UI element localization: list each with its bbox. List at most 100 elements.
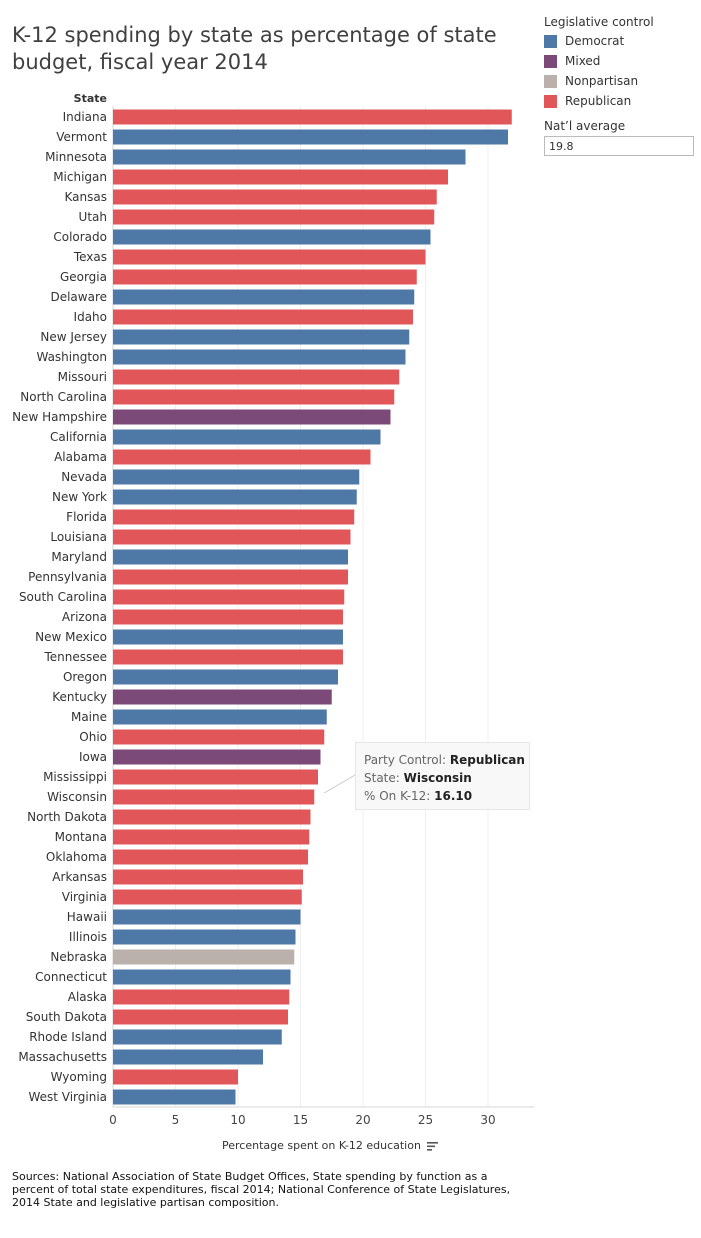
bar[interactable] [113,469,360,485]
bar[interactable] [113,989,290,1005]
bar[interactable] [113,349,406,365]
bar[interactable] [113,549,348,565]
bar[interactable] [113,889,302,905]
bar[interactable] [113,429,381,445]
tooltip-pct-key: % On K-12: [364,789,431,803]
bar[interactable] [113,129,508,145]
bar[interactable] [113,309,413,325]
state-label: Missouri [58,370,107,384]
bar[interactable] [113,809,311,825]
bar[interactable] [113,1049,263,1065]
bar[interactable] [113,629,343,645]
bar[interactable] [113,109,512,125]
state-label: North Carolina [20,390,107,404]
state-label: Iowa [79,750,107,764]
tooltip-state-key: State: [364,771,400,785]
legend-swatch [544,54,557,68]
bar[interactable] [113,169,448,185]
state-label: Kentucky [52,690,107,704]
state-label: Vermont [56,130,107,144]
bar[interactable] [113,409,391,425]
bar[interactable] [113,669,338,685]
legend-item-nonpartisan[interactable]: Nonpartisan [544,71,699,91]
tooltip-pct-row: % On K-12: 16.10 [364,787,529,805]
bar[interactable] [113,269,417,285]
bar[interactable] [113,1009,288,1025]
bar[interactable] [113,149,466,165]
x-tick-label: 25 [418,1113,433,1127]
legend-item-democrat[interactable]: Democrat [544,31,699,51]
bar[interactable] [113,489,357,505]
state-label: California [50,430,107,444]
bar[interactable] [113,649,343,665]
bar[interactable] [113,229,431,245]
state-label: Pennsylvania [28,570,107,584]
bar[interactable] [113,769,318,785]
tooltip-pointer-line [323,774,356,794]
state-label: New Hampshire [12,410,107,424]
bar[interactable] [113,849,308,865]
bar[interactable] [113,509,355,525]
legend-item-republican[interactable]: Republican [544,91,699,111]
state-label: Rhode Island [29,1030,107,1044]
state-label: Texas [73,250,107,264]
state-label: New Jersey [40,330,107,344]
state-label: Illinois [69,930,107,944]
bar[interactable] [113,709,327,725]
bar[interactable] [113,949,295,965]
state-label: South Dakota [26,1010,107,1024]
state-label: Massachusetts [18,1050,107,1064]
bar[interactable] [113,1069,238,1085]
tooltip-state-value: Wisconsin [403,771,472,785]
bar[interactable] [113,589,345,605]
bar[interactable] [113,749,321,765]
bar[interactable] [113,529,351,545]
bar[interactable] [113,929,296,945]
legend-label: Republican [565,94,632,108]
bar[interactable] [113,569,348,585]
legend-item-mixed[interactable]: Mixed [544,51,699,71]
state-label: New York [52,490,107,504]
state-label: Minnesota [45,150,107,164]
state-label: Hawaii [67,910,107,924]
national-average-input[interactable] [544,136,694,156]
state-label: Michigan [53,170,107,184]
bar[interactable] [113,189,437,205]
state-label: Utah [79,210,107,224]
bar[interactable] [113,969,291,985]
bar[interactable] [113,609,343,625]
x-axis-title[interactable]: Percentage spent on K-12 education [222,1139,438,1152]
state-label: Virginia [62,890,107,904]
tooltip-state-row: State: Wisconsin [364,769,529,787]
bar[interactable] [113,289,415,305]
bar[interactable] [113,909,301,925]
bar[interactable] [113,1089,236,1105]
bar[interactable] [113,209,435,225]
x-tick-label: 20 [355,1113,370,1127]
bar[interactable] [113,249,426,265]
x-axis-title-text: Percentage spent on K-12 education [222,1139,421,1152]
bar[interactable] [113,789,315,805]
bar[interactable] [113,1029,282,1045]
state-label: Alaska [68,990,107,1004]
state-label: Wisconsin [47,790,107,804]
state-label: Alabama [54,450,107,464]
bar[interactable] [113,389,395,405]
legend: Legislative control Democrat Mixed Nonpa… [544,15,699,156]
state-label: Maryland [51,550,107,564]
bar[interactable] [113,449,371,465]
state-label: Indiana [63,110,107,124]
state-label: Louisiana [50,530,107,544]
bar[interactable] [113,689,332,705]
bar-chart: State Indiana Vermont Minnesota Michigan Kans… [12,92,534,1127]
sort-icon[interactable] [426,1141,438,1151]
bar[interactable] [113,369,400,385]
bar[interactable] [113,329,410,345]
bar[interactable] [113,869,303,885]
bar[interactable] [113,829,310,845]
bar[interactable] [113,729,325,745]
tooltip-party-value: Republican [449,753,525,767]
x-tick-label: 10 [230,1113,245,1127]
state-label: Delaware [50,290,107,304]
state-label: New Mexico [35,630,107,644]
